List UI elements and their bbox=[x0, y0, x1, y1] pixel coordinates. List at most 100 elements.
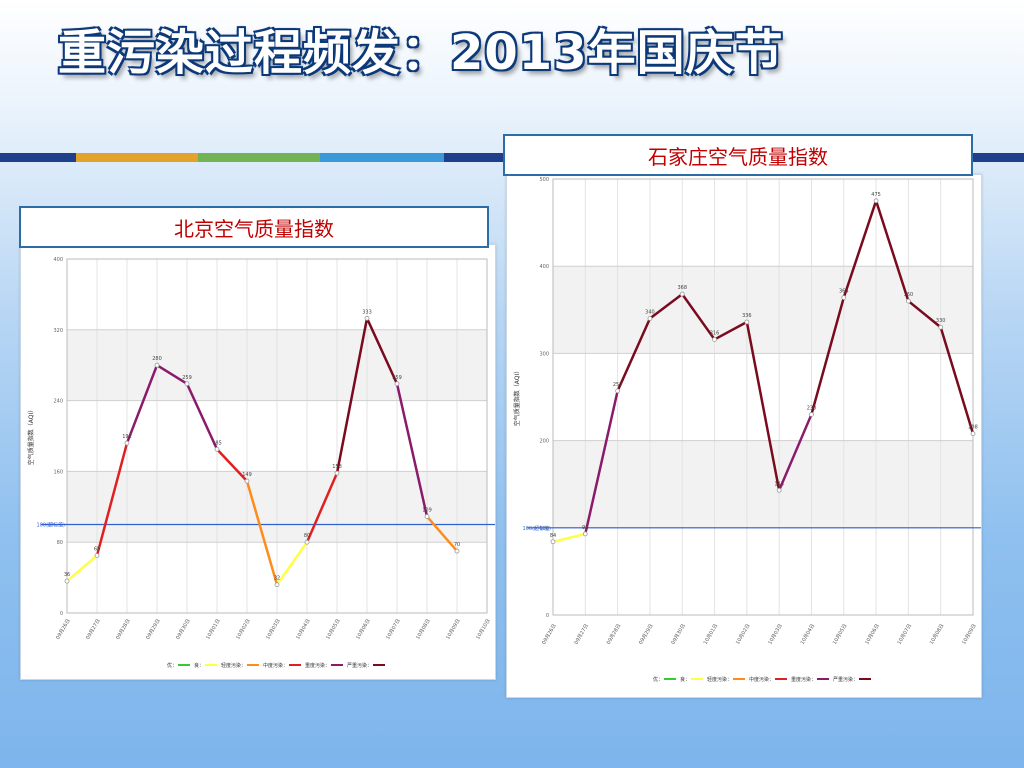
plot-band bbox=[553, 266, 973, 354]
data-point bbox=[744, 319, 750, 325]
plot-border bbox=[552, 178, 974, 616]
data-point bbox=[615, 388, 621, 394]
x-tick-label: 09月27日 bbox=[85, 618, 102, 641]
data-point bbox=[154, 362, 160, 368]
data-point bbox=[424, 514, 430, 519]
legend-label: 良： bbox=[194, 662, 204, 669]
series-segment bbox=[275, 540, 309, 586]
legend-label: 中度污染： bbox=[749, 676, 774, 683]
shijiazhuang-chart-panel: 0 100 200 300 400 500 空气质量指数（AQI） 100(超标值) 09月26… bbox=[506, 174, 982, 698]
series-segment bbox=[95, 441, 129, 557]
data-label: 368 bbox=[677, 285, 687, 291]
y-tick-label: 240 bbox=[53, 399, 63, 405]
data-point bbox=[809, 412, 814, 417]
x-tick-label: 09月26日 bbox=[55, 618, 72, 641]
beijing-chart-title: 北京空气质量指数 bbox=[19, 206, 489, 248]
y-tick-label: 0 bbox=[60, 611, 63, 617]
series-segment bbox=[745, 320, 781, 492]
x-tick-label: 10月07日 bbox=[897, 623, 914, 646]
series-segment bbox=[335, 317, 369, 475]
data-point bbox=[905, 298, 911, 304]
x-tick-label: 09月29日 bbox=[145, 618, 162, 641]
x-tick-label: 10月10日 bbox=[475, 618, 492, 641]
data-label: 208 bbox=[968, 425, 978, 431]
y-tick-label: 400 bbox=[53, 257, 63, 263]
beijing-aqi-chart: 0 80 160 240 320 400 空气质量指数（AQI） 100(超标值) 09月26日… bbox=[27, 257, 495, 669]
data-point bbox=[970, 431, 976, 437]
x-tick-label: 09月28日 bbox=[606, 623, 623, 646]
series-segment bbox=[215, 448, 249, 483]
data-point bbox=[364, 315, 370, 321]
x-tick-label: 10月03日 bbox=[265, 618, 282, 641]
shijiazhuang-chart-title: 石家庄空气质量指数 bbox=[503, 134, 973, 176]
slide-title: 重污染过程频发：2013年国庆节 bbox=[58, 25, 784, 81]
header-band-blue bbox=[320, 153, 444, 162]
x-tick-label: 09月27日 bbox=[573, 623, 590, 646]
data-point bbox=[454, 548, 460, 554]
y-tick-label: 400 bbox=[539, 264, 549, 270]
limit-line-label: 100(超标值) bbox=[37, 522, 65, 529]
data-label: 336 bbox=[742, 313, 752, 319]
legend-label: 严重污染： bbox=[347, 662, 372, 669]
data-point bbox=[124, 440, 130, 446]
data-label: 143 bbox=[774, 481, 784, 487]
data-point bbox=[938, 324, 944, 330]
plot-band bbox=[553, 440, 973, 528]
data-label: 330 bbox=[936, 318, 946, 324]
data-label: 192 bbox=[122, 434, 132, 440]
data-point bbox=[550, 539, 556, 545]
x-tick-label: 10月04日 bbox=[295, 618, 312, 641]
series-segment bbox=[551, 532, 587, 544]
data-label: 93 bbox=[582, 525, 588, 531]
header-band-dark-left bbox=[0, 153, 76, 162]
y-tick-label: 200 bbox=[539, 439, 549, 445]
limit-line-label: 100(超标值) bbox=[523, 525, 551, 532]
x-tick-label: 10月07日 bbox=[385, 618, 402, 641]
data-label: 316 bbox=[710, 330, 720, 336]
data-point bbox=[776, 487, 782, 493]
series-segment bbox=[907, 299, 942, 329]
y-tick-label: 160 bbox=[53, 469, 63, 475]
x-tick-label: 10月08日 bbox=[929, 623, 946, 646]
data-point bbox=[712, 337, 717, 342]
series-segment bbox=[777, 413, 813, 492]
series-segment bbox=[185, 382, 219, 451]
legend-label: 优： bbox=[653, 676, 663, 683]
series-segment bbox=[616, 317, 652, 393]
data-point bbox=[334, 470, 340, 476]
header-band-green bbox=[198, 153, 320, 162]
series-segment bbox=[584, 389, 619, 536]
legend-label: 重度污染： bbox=[791, 676, 816, 683]
series-segment bbox=[680, 292, 716, 341]
data-label: 259 bbox=[182, 375, 192, 381]
series-segment bbox=[939, 325, 975, 435]
series-segment bbox=[425, 515, 459, 553]
series-segment bbox=[305, 471, 339, 544]
data-point bbox=[214, 446, 220, 452]
series-segment bbox=[125, 363, 159, 445]
data-point bbox=[304, 539, 310, 545]
x-tick-label: 09月26日 bbox=[541, 623, 558, 646]
y-tick-label: 500 bbox=[539, 177, 549, 183]
data-label: 65 bbox=[94, 546, 100, 552]
data-label: 84 bbox=[550, 533, 556, 539]
x-tick-label: 10月03日 bbox=[767, 623, 784, 646]
legend-label: 轻度污染： bbox=[707, 676, 732, 683]
series-segment bbox=[155, 363, 189, 386]
y-axis-label: 空气质量指数（AQI） bbox=[513, 368, 521, 427]
data-label: 360 bbox=[904, 292, 914, 298]
series-segment bbox=[365, 317, 399, 386]
x-tick-label: 10月04日 bbox=[800, 623, 817, 646]
data-label: 280 bbox=[152, 356, 162, 362]
x-tick-label: 09月28日 bbox=[115, 618, 132, 641]
x-tick-label: 10月02日 bbox=[235, 618, 252, 641]
beijing-chart-panel: 0 80 160 240 320 400 空气质量指数（AQI） 100(超标值) 09月26日… bbox=[20, 244, 496, 680]
data-point bbox=[679, 291, 685, 297]
x-tick-label: 09月29日 bbox=[638, 623, 655, 646]
data-label: 80 bbox=[304, 533, 310, 539]
legend-label: 轻度污染： bbox=[221, 662, 246, 669]
data-point bbox=[841, 295, 847, 300]
y-tick-label: 80 bbox=[57, 540, 63, 546]
series-segment bbox=[713, 320, 749, 341]
data-point bbox=[244, 478, 250, 484]
